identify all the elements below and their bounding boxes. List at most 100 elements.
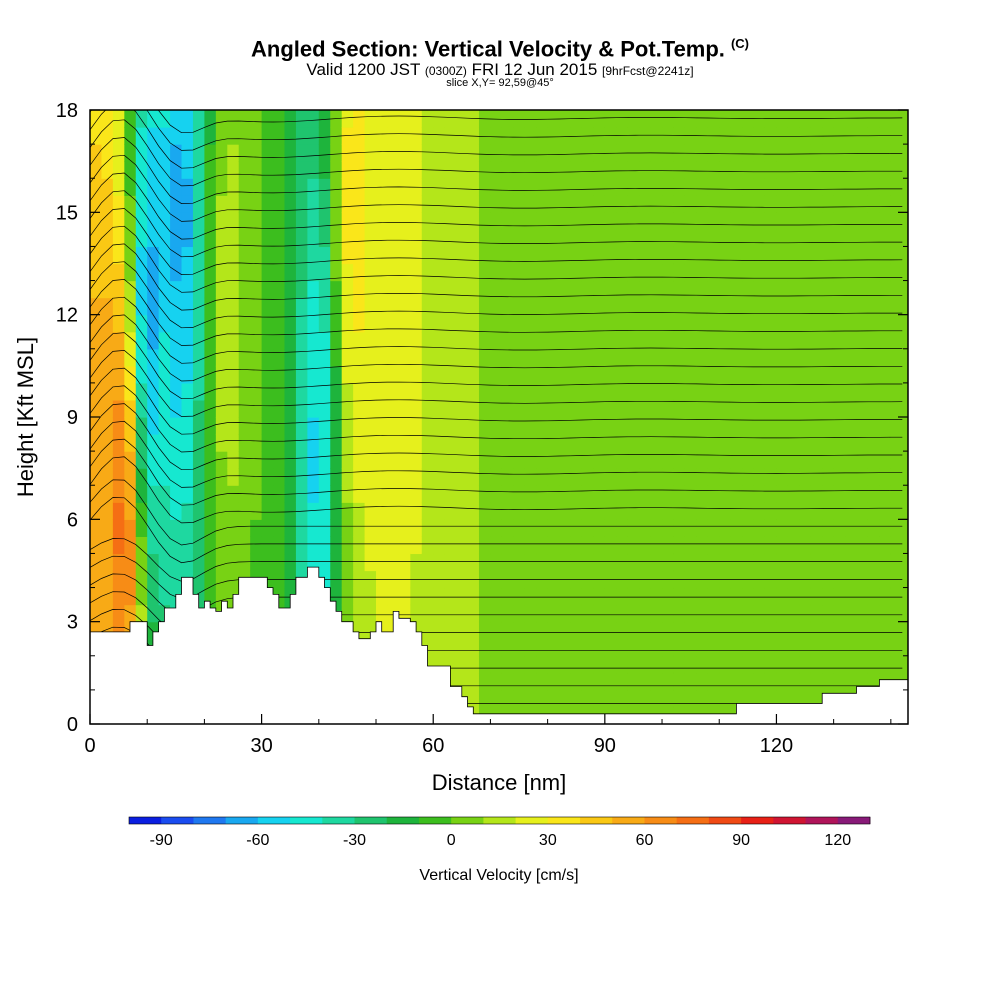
velocity-cell — [341, 399, 354, 418]
velocity-cell — [753, 638, 766, 657]
velocity-cell — [135, 348, 148, 367]
velocity-cell — [227, 246, 240, 265]
velocity-cell — [227, 178, 240, 196]
velocity-cell — [421, 144, 434, 162]
velocity-cell — [581, 382, 594, 401]
velocity-cell — [410, 127, 423, 145]
velocity-cell — [856, 195, 869, 213]
velocity-cell — [684, 655, 697, 674]
velocity-cell — [742, 519, 755, 537]
velocity-cell — [456, 144, 469, 162]
velocity-cell — [215, 263, 228, 282]
velocity-cell — [330, 485, 343, 503]
velocity-cell — [764, 178, 778, 196]
velocity-cell — [616, 178, 629, 196]
velocity-cell — [867, 178, 880, 196]
velocity-cell — [810, 604, 823, 623]
velocity-cell — [261, 485, 274, 503]
velocity-cell — [810, 621, 823, 640]
velocity-cell — [421, 365, 434, 384]
velocity-cell — [261, 553, 274, 572]
velocity-cell — [90, 161, 103, 179]
velocity-cell — [135, 212, 148, 230]
velocity-cell — [398, 110, 411, 128]
velocity-cell — [845, 417, 858, 435]
velocity-cell — [536, 553, 549, 572]
velocity-cell — [158, 212, 171, 230]
velocity-cell — [490, 672, 503, 691]
velocity-cell — [764, 314, 778, 333]
velocity-cell — [124, 263, 137, 282]
velocity-cell — [856, 144, 869, 162]
velocity-cell — [135, 331, 148, 350]
velocity-cell — [547, 536, 560, 555]
velocity-cell — [364, 110, 377, 128]
velocity-cell — [581, 280, 594, 299]
velocity-cell — [547, 348, 560, 367]
velocity-cell — [570, 331, 583, 350]
velocity-cell — [833, 604, 846, 623]
velocity-cell — [570, 638, 583, 657]
velocity-cell — [467, 621, 480, 640]
velocity-cell — [593, 638, 606, 657]
velocity-cell — [902, 246, 908, 265]
velocity-cell — [719, 655, 732, 674]
velocity-cell — [616, 161, 629, 179]
velocity-cell — [227, 519, 240, 537]
velocity-cell — [639, 417, 652, 435]
velocity-cell — [376, 434, 389, 452]
velocity-cell — [318, 434, 331, 452]
isentrope-line — [90, 538, 903, 582]
velocity-cell — [673, 348, 686, 367]
velocity-cell — [318, 110, 331, 128]
velocity-cell — [902, 417, 908, 435]
velocity-cell — [490, 502, 503, 520]
isentrope-line — [90, 279, 903, 346]
velocity-cell — [410, 604, 423, 623]
velocity-cell — [307, 297, 320, 316]
velocity-cell — [284, 212, 297, 230]
velocity-cell — [513, 485, 526, 503]
velocity-cell — [799, 178, 812, 196]
velocity-cell — [318, 485, 331, 503]
velocity-cell — [776, 502, 789, 520]
velocity-cell — [158, 246, 171, 265]
velocity-cell — [421, 502, 434, 520]
velocity-cell — [410, 451, 423, 469]
velocity-cell — [856, 246, 869, 265]
velocity-cell — [318, 417, 331, 435]
velocity-cell — [112, 382, 125, 401]
velocity-cell — [536, 314, 549, 333]
velocity-cell — [776, 536, 789, 555]
velocity-cell — [478, 502, 492, 520]
velocity-cell — [593, 144, 606, 162]
velocity-cell — [902, 297, 908, 316]
velocity-cell — [524, 451, 537, 469]
velocity-cell — [604, 263, 617, 282]
velocity-cell — [250, 451, 263, 469]
velocity-cell — [250, 553, 263, 572]
velocity-cell — [524, 263, 537, 282]
velocity-cell — [192, 434, 206, 452]
velocity-cell — [604, 314, 617, 333]
velocity-cell — [810, 161, 823, 179]
velocity-cell — [353, 314, 366, 333]
velocity-cell — [787, 263, 800, 282]
velocity-cell — [902, 212, 908, 230]
velocity-cell — [273, 263, 286, 282]
velocity-cell — [673, 451, 686, 469]
velocity-cell — [559, 263, 572, 282]
velocity-cell — [238, 468, 251, 486]
velocity-cell — [353, 263, 366, 282]
velocity-cell — [833, 451, 846, 469]
velocity-cell — [742, 297, 755, 316]
velocity-cell — [684, 365, 697, 384]
colorbar-swatch — [418, 817, 452, 824]
velocity-cell — [227, 485, 240, 503]
velocity-cell — [433, 297, 446, 316]
velocity-cell — [513, 229, 526, 248]
velocity-cell — [753, 621, 766, 640]
velocity-cell — [284, 280, 297, 299]
velocity-cell — [536, 382, 549, 401]
velocity-cell — [742, 246, 755, 265]
